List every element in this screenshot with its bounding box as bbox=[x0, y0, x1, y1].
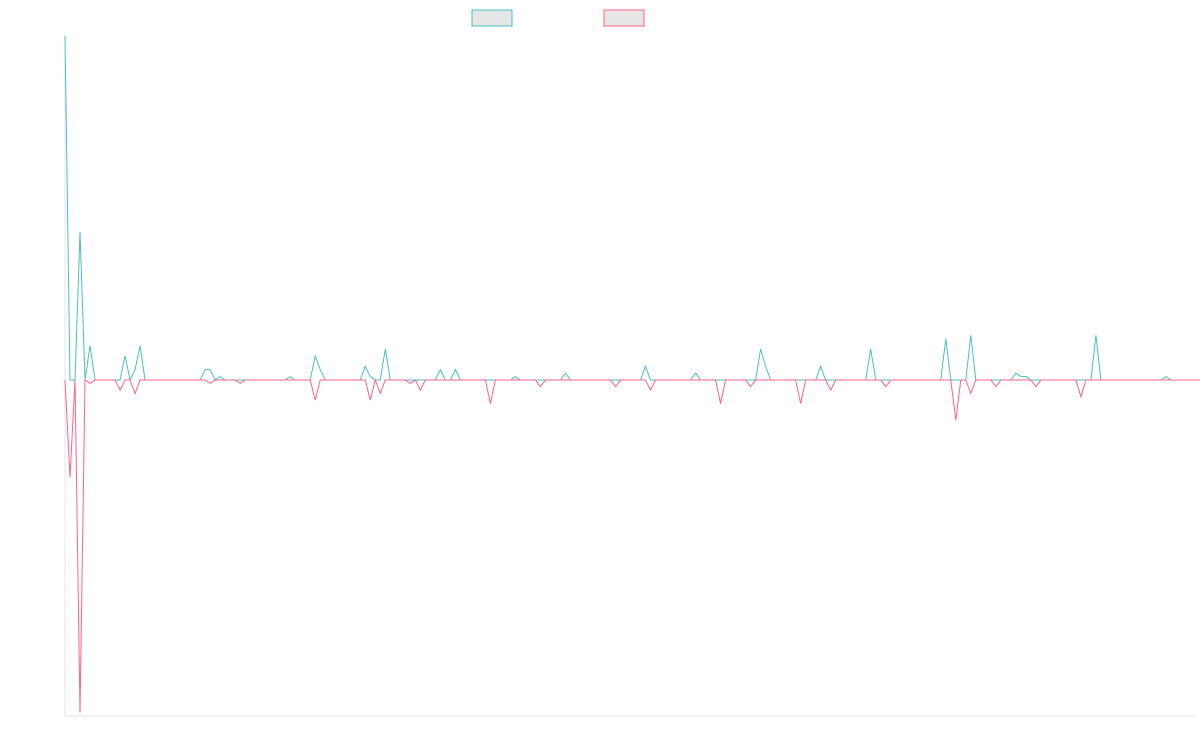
axes bbox=[64, 34, 1196, 717]
series-line-a bbox=[64, 35, 1200, 382]
series-line-b bbox=[64, 378, 1200, 713]
legend-swatch-series-b[interactable] bbox=[603, 9, 645, 27]
legend bbox=[471, 9, 645, 27]
plot-area bbox=[64, 35, 1200, 713]
legend-swatch-series-a[interactable] bbox=[471, 9, 513, 27]
